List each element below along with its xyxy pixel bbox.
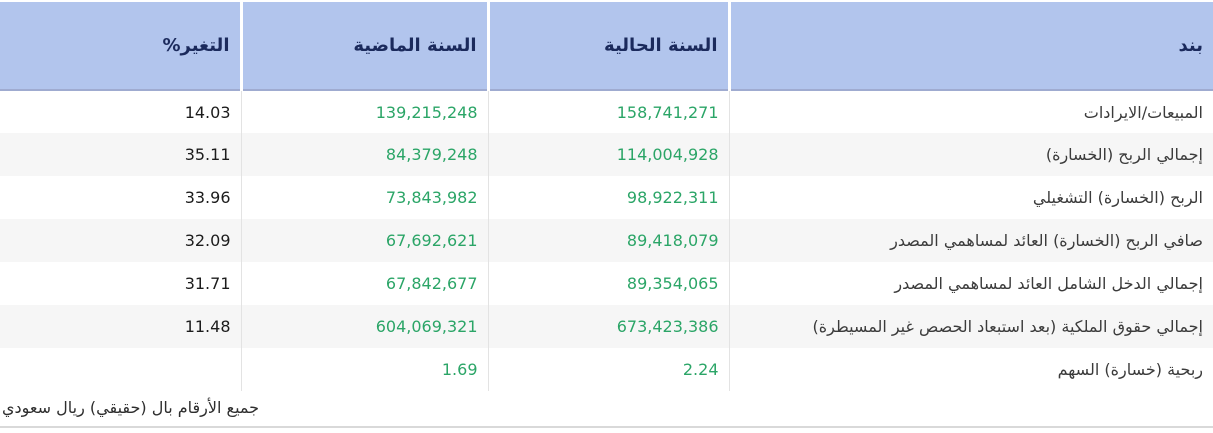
current-year-value-cell: 158,741,271 [487,90,729,133]
table-row: إجمالي الدخل الشامل العائد لمساهمي المصد… [0,262,1213,305]
table-row: إجمالي الربح (الخسارة) 114,004,928 84,37… [0,133,1213,176]
table-header: بند السنة الحالية السنة الماضية التغير% [0,2,1213,91]
current-year-value-cell: 89,354,065 [487,262,729,305]
currency-footnote: جميع الأرقام بال (حقيقي) ريال سعودي [0,391,1213,428]
change-pct-value-cell: 11.48 [184,317,231,336]
item-label-cell: إجمالي الدخل الشامل العائد لمساهمي المصد… [728,262,1213,305]
current-year-value-cell: 98,922,311 [487,176,729,219]
item-label-cell: إجمالي الربح (الخسارة) [728,133,1213,176]
item-label-cell: الربح (الخسارة) التشغيلي [728,176,1213,219]
current-year-value-cell: 89,418,079 [487,219,729,262]
item-label-cell: ربحية (خسارة) السهم [728,348,1213,391]
change-pct-value-cell: 35.11 [184,145,231,164]
col-header-change-pct: التغير% [0,2,241,91]
change-pct-value-cell: 31.71 [184,274,231,293]
item-label-cell: المبيعات/الايرادات [728,90,1213,133]
change-pct-value-cell: 32.09 [184,231,231,250]
col-header-previous-year: السنة الماضية [239,2,488,91]
header-row: بند السنة الحالية السنة الماضية التغير% [0,2,1213,91]
current-year-value-cell: 673,423,386 [487,305,729,348]
table-row: صافي الربح (الخسارة) العائد لمساهمي المص… [0,219,1213,262]
previous-year-value-cell: 67,692,621 [240,219,488,262]
previous-year-value-cell: 67,842,677 [240,262,488,305]
item-label-cell: إجمالي حقوق الملكية (بعد استبعاد الحصص غ… [728,305,1213,348]
item-label-cell: صافي الربح (الخسارة) العائد لمساهمي المص… [728,219,1213,262]
change-pct-value-cell: 14.03 [184,102,231,122]
previous-year-value-cell: 1.69 [240,348,488,391]
previous-year-value-cell: 73,843,982 [240,176,488,219]
previous-year-value-cell: 84,379,248 [240,133,488,176]
table-row: الربح (الخسارة) التشغيلي 98,922,311 73,8… [0,176,1213,219]
financials-table: بند السنة الحالية السنة الماضية التغير% … [0,2,1213,391]
col-header-item: بند [727,2,1213,91]
current-year-value-cell: 114,004,928 [487,133,729,176]
table-row: ربحية (خسارة) السهم 2.24 1.69 [0,348,1213,391]
previous-year-value-cell: 604,069,321 [240,305,488,348]
previous-year-value-cell: 139,215,248 [240,90,488,133]
table-row: إجمالي حقوق الملكية (بعد استبعاد الحصص غ… [0,305,1213,348]
change-pct-value-cell: 33.96 [184,188,231,207]
table-body: المبيعات/الايرادات 158,741,271 139,215,2… [0,90,1213,391]
table-row: المبيعات/الايرادات 158,741,271 139,215,2… [0,90,1213,133]
col-header-current-year: السنة الحالية [486,2,729,91]
change-pct-value-cell [0,348,241,391]
current-year-value-cell: 2.24 [487,348,729,391]
